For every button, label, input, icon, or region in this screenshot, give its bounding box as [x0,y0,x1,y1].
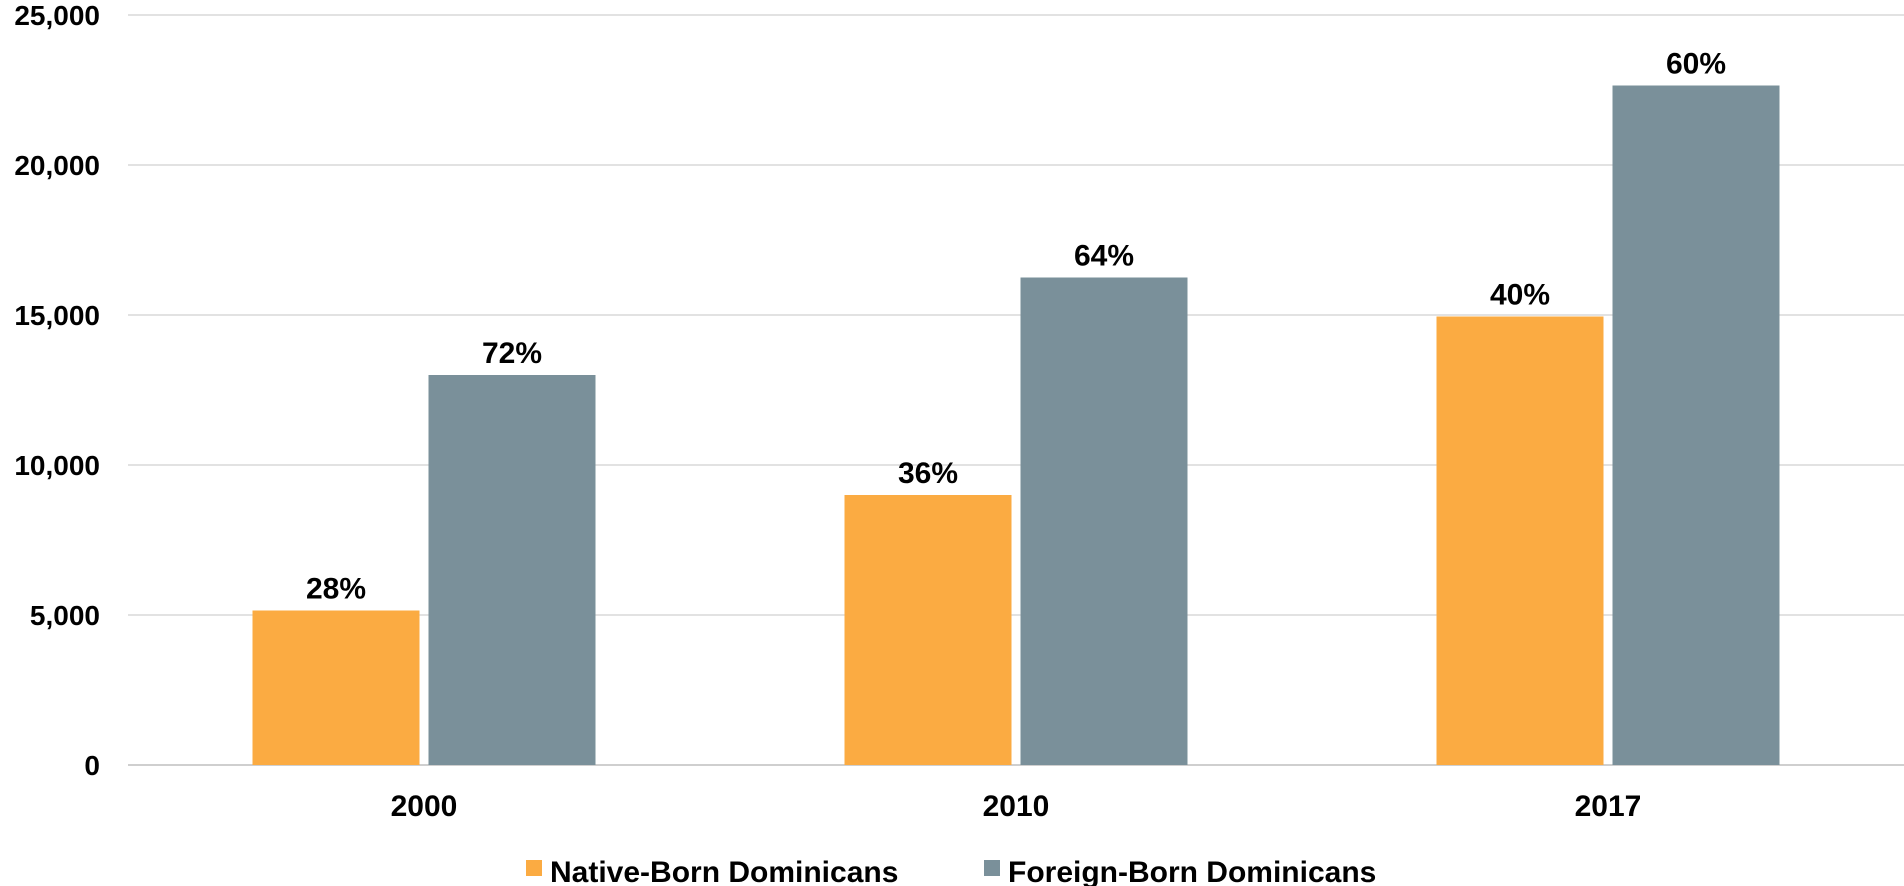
data-label: 64% [1074,240,1134,273]
category-label: 2017 [1575,790,1642,823]
legend-label: Foreign-Born Dominicans [1008,856,1376,886]
y-tick-label: 5,000 [30,600,100,631]
y-tick-label: 15,000 [14,300,100,331]
legend-swatch [984,860,1000,876]
data-labels: 28% 72% 36% 64% 40% 60% [306,48,1726,606]
bar-foreign-born-2010 [1020,277,1188,765]
x-axis-category-labels: 2000 2010 2017 [391,790,1642,823]
legend-label: Native-Born Dominicans [550,856,898,886]
bars [252,85,1780,765]
y-tick-label: 0 [84,750,100,781]
data-label: 72% [482,337,542,370]
legend-swatch [526,860,542,876]
category-label: 2000 [391,790,458,823]
bar-foreign-born-2017 [1612,85,1780,765]
y-tick-label: 20,000 [14,150,100,181]
y-tick-label: 10,000 [14,450,100,481]
gridlines [128,14,1904,766]
data-label: 60% [1666,48,1726,81]
category-label: 2010 [983,790,1050,823]
data-label: 40% [1490,279,1550,312]
bar-foreign-born-2000 [428,375,596,765]
bar-native-born-2010 [844,495,1012,765]
y-tick-label: 25,000 [14,0,100,31]
y-axis-tick-labels: 0 5,000 10,000 15,000 20,000 25,000 [14,0,100,781]
data-label: 36% [898,457,958,490]
bar-native-born-2000 [252,610,420,765]
bar-native-born-2017 [1436,316,1604,765]
data-label: 28% [306,573,366,606]
legend: Native-Born Dominicans Foreign-Born Domin… [526,856,1376,886]
